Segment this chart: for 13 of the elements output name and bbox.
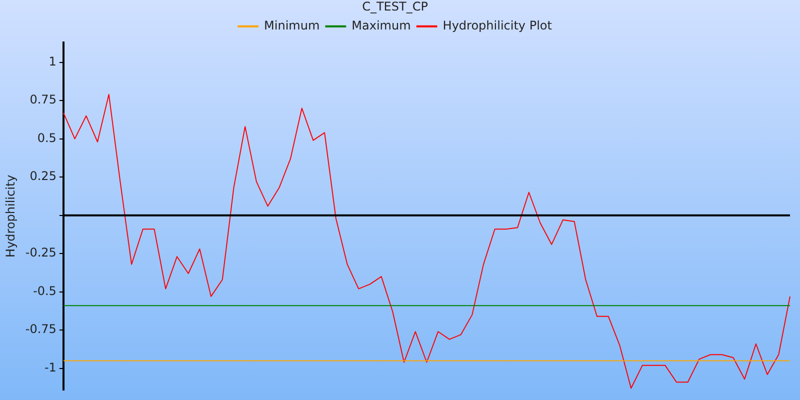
y-tick-label: -0.5 bbox=[33, 284, 56, 298]
y-tick-label: -0.25 bbox=[25, 246, 56, 260]
y-tick-label: 0.5 bbox=[37, 130, 56, 145]
legend-label: Minimum bbox=[264, 18, 320, 33]
y-tick-label: 0.75 bbox=[30, 92, 56, 107]
legend-label: Hydrophilicity Plot bbox=[442, 18, 552, 33]
legend-label: Maximum bbox=[352, 18, 411, 33]
y-tick-label: 0.25 bbox=[30, 169, 56, 184]
y-axis-title: Hydrophilicity bbox=[3, 174, 18, 258]
chart-title: C_TEST_CP bbox=[362, 0, 428, 14]
y-tick-label: 1 bbox=[48, 54, 56, 68]
y-tick-label: -1 bbox=[44, 360, 56, 374]
y-tick-label: -0.75 bbox=[25, 322, 56, 336]
